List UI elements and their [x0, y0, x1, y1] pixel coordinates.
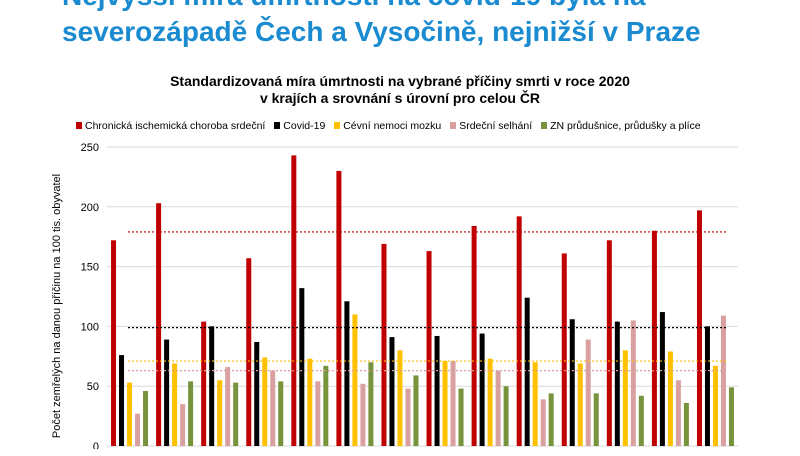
y-tick-label: 50	[87, 381, 99, 393]
bar	[405, 388, 411, 446]
bar	[561, 253, 567, 446]
legend-item-lung-cancer: ZN průdušnice, průdušky a plíce	[541, 120, 701, 132]
bar	[299, 288, 305, 446]
legend-item-heart-failure: Srdeční selhání	[450, 120, 532, 132]
y-tick-label: 0	[93, 441, 99, 449]
legend-swatch	[76, 122, 82, 129]
bar	[246, 258, 252, 446]
headline-line-1: Nejvyšší míra úmrtnosti na covid-19 byla…	[62, 0, 782, 14]
bar	[368, 362, 374, 446]
bar	[135, 413, 141, 446]
bar	[479, 333, 485, 446]
headline-line-2: severozápadě Čech a Vysočině, nejnižší v…	[62, 16, 701, 47]
bar	[188, 381, 194, 446]
legend-label: Covid-19	[283, 120, 326, 132]
bar	[143, 390, 149, 446]
bar	[720, 315, 726, 446]
bar	[458, 388, 464, 446]
bar	[630, 320, 636, 446]
bar	[426, 251, 432, 446]
bar	[503, 386, 509, 446]
bar	[569, 319, 575, 446]
bar	[487, 358, 493, 446]
bar	[614, 321, 620, 446]
legend-swatch	[541, 122, 548, 129]
legend-swatch	[450, 122, 457, 129]
bar	[585, 339, 591, 446]
bar	[278, 381, 284, 446]
bar	[606, 240, 612, 446]
bar	[225, 367, 231, 446]
bar	[532, 362, 538, 446]
bar	[471, 225, 477, 446]
bar	[548, 393, 554, 446]
bar	[696, 210, 702, 446]
bar	[209, 326, 215, 446]
chart-title-line-1: Standardizovaná míra úmrtnosti na vybran…	[170, 73, 630, 89]
y-tick-label: 200	[81, 202, 99, 214]
bar	[450, 361, 456, 446]
bar	[291, 155, 297, 446]
y-tick-label: 150	[81, 262, 99, 274]
bar	[495, 370, 501, 446]
bar	[683, 402, 689, 446]
bar	[201, 321, 207, 446]
legend-item-cerebro: Cévní nemoci mozku	[334, 120, 441, 132]
bar	[540, 399, 546, 446]
bar	[323, 365, 329, 446]
bar	[262, 357, 268, 446]
chart-legend: Chronická ischemická choroba srdeční Cov…	[76, 120, 707, 132]
bar	[712, 365, 718, 446]
bar	[336, 170, 342, 447]
legend-label: Chronická ischemická choroba srdeční	[85, 120, 266, 132]
legend-item-ischemic: Chronická ischemická choroba srdeční	[76, 120, 265, 132]
bar	[622, 350, 628, 446]
bar	[524, 297, 530, 446]
bar	[381, 243, 387, 446]
bar	[516, 216, 522, 446]
bar	[675, 380, 681, 446]
bar	[307, 358, 313, 446]
legend-swatch	[334, 122, 341, 129]
chart-title-line-2: v krajích a srovnání s úrovní pro celou …	[259, 90, 541, 106]
bar	[315, 381, 321, 446]
y-tick-label: 250	[81, 142, 99, 154]
bar	[180, 404, 186, 446]
bar	[119, 355, 125, 446]
bar	[389, 337, 395, 446]
bar	[156, 203, 162, 446]
bar	[233, 382, 239, 446]
bar	[352, 314, 358, 446]
legend-label: Cévní nemoci mozku	[343, 120, 442, 132]
bar	[270, 370, 276, 446]
bar	[577, 363, 583, 446]
chart-title: Standardizovaná míra úmrtnosti na vybran…	[0, 73, 800, 107]
bar	[434, 335, 440, 446]
legend-item-covid: Covid-19	[274, 120, 325, 132]
legend-swatch	[274, 122, 281, 129]
bar	[217, 380, 223, 446]
bar	[413, 375, 419, 446]
bar	[111, 240, 117, 446]
legend-label: ZN průdušnice, průdušky a plíce	[550, 120, 701, 132]
bar	[667, 351, 673, 446]
bar	[360, 383, 366, 446]
bar	[127, 382, 133, 446]
bar	[254, 341, 260, 446]
legend-label: Srdeční selhání	[459, 120, 533, 132]
bar	[172, 363, 178, 446]
bar	[659, 312, 665, 446]
bar	[593, 393, 599, 446]
bar	[164, 339, 170, 446]
bar	[651, 230, 657, 446]
bar	[442, 361, 448, 446]
headline: Nejvyšší míra úmrtnosti na covid-19 byla…	[62, 0, 782, 50]
bar	[704, 326, 710, 446]
bar	[638, 395, 644, 446]
bar	[397, 350, 403, 446]
bar	[344, 301, 350, 446]
y-tick-label: 100	[81, 321, 99, 333]
bar	[728, 387, 734, 446]
